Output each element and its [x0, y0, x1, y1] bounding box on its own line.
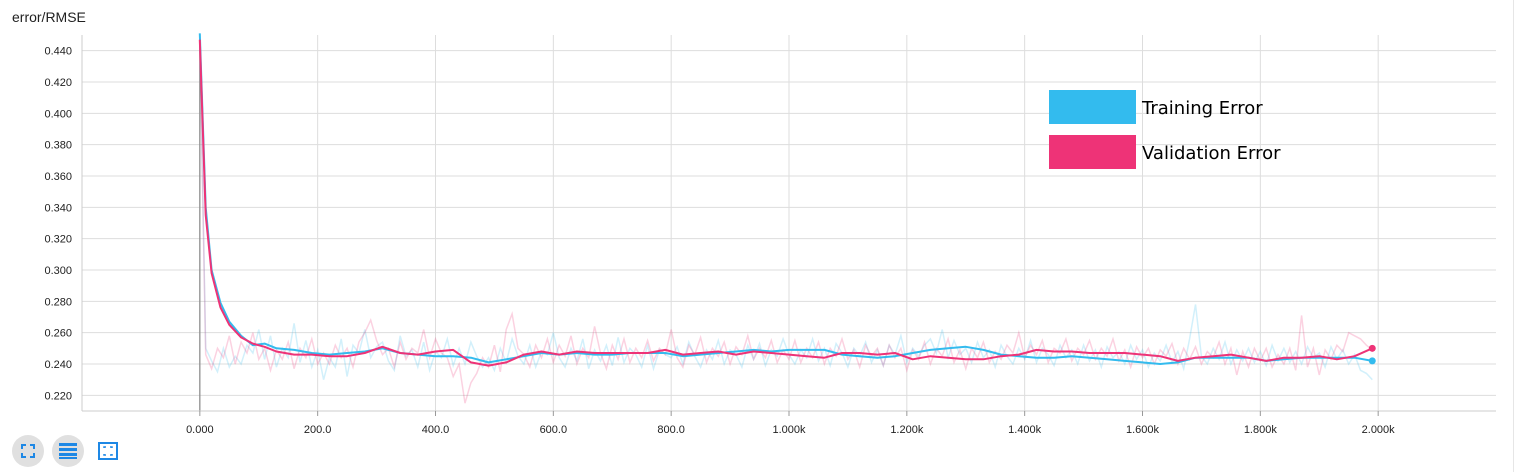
training-error-raw-line [199, 33, 1373, 381]
data-table-button[interactable] [52, 435, 84, 467]
grid [82, 35, 1496, 411]
training-error-line [198, 33, 1373, 365]
validation-error-legend-label: Validation Error [1142, 143, 1281, 164]
x-tick-label: 600.0 [540, 424, 568, 436]
y-tick-label: 0.440 [44, 46, 72, 58]
x-tick-label: 1.800k [1244, 424, 1278, 436]
y-tick-label: 0.340 [44, 202, 72, 214]
data-table-icon [59, 443, 77, 459]
fit-domain-icon [98, 442, 118, 460]
x-tick-label: 0.000 [186, 424, 214, 436]
y-tick-label: 0.260 [44, 328, 72, 340]
raw-series-layer [199, 33, 1373, 404]
y-tick-label: 0.360 [44, 171, 72, 183]
fit-domain-button[interactable] [92, 435, 124, 467]
y-tick-label: 0.400 [44, 108, 72, 120]
fullscreen-button[interactable] [12, 435, 44, 467]
y-tick-label: 0.280 [44, 296, 72, 308]
chart-title: error/RMSE [12, 9, 86, 25]
chart-toolbar [12, 435, 124, 467]
x-tick-label: 1.200k [890, 424, 924, 436]
x-tick-label: 800.0 [657, 424, 685, 436]
x-tick-label: 2.000k [1362, 424, 1396, 436]
x-tick-label: 1.000k [772, 424, 806, 436]
x-tick-label: 400.0 [422, 424, 450, 436]
panel-divider [1513, 0, 1514, 472]
y-tick-label: 0.380 [44, 140, 72, 152]
validation-error-line [198, 39, 1373, 367]
validation-error-end-point [1368, 344, 1376, 352]
x-tick-label: 1.600k [1126, 424, 1160, 436]
y-tick-label: 0.240 [44, 359, 72, 371]
y-tick-label: 0.420 [44, 77, 72, 89]
training-error-legend-label: Training Error [1141, 98, 1263, 119]
training-error-end-point [1368, 357, 1376, 365]
x-tick-label: 200.0 [304, 424, 332, 436]
y-tick-label: 0.320 [44, 234, 72, 246]
y-tick-label: 0.300 [44, 265, 72, 277]
fullscreen-icon [21, 444, 35, 458]
axes: 0.000 200.0 400.0 600.0 800.0 1.000k 1.200k 1.4… [44, 35, 1496, 436]
y-tick-label: 0.220 [44, 390, 72, 402]
x-tick-label: 1.400k [1008, 424, 1042, 436]
legend: Training Error Validation Error [1049, 90, 1281, 169]
training-error-legend-swatch [1049, 90, 1136, 124]
smoothed-series-layer [198, 33, 1376, 367]
validation-error-legend-swatch [1049, 135, 1136, 169]
